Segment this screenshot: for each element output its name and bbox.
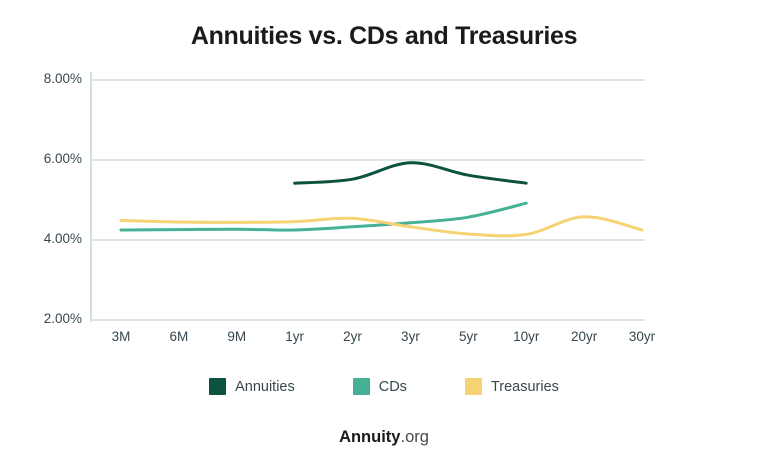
- legend-item-cds[interactable]: CDs: [352, 378, 407, 395]
- y-axis-line: [90, 72, 92, 322]
- gridline-8.00: [90, 79, 645, 81]
- x-tick-label: 2yr: [343, 329, 362, 344]
- legend-label: Annuities: [235, 378, 295, 395]
- gridline-4.00: [90, 239, 645, 241]
- x-tick-label: 10yr: [513, 329, 540, 344]
- gridline-2.00: [90, 319, 645, 321]
- legend-swatch-icon: [352, 378, 370, 395]
- chart-title: Annuities vs. CDs and Treasuries: [190, 22, 578, 50]
- y-tick-label: 6.00%: [43, 151, 82, 166]
- x-tick-label: 30yr: [628, 329, 656, 344]
- series-line-cds: [119, 201, 528, 232]
- series-line-annuities: [293, 161, 528, 185]
- brand-name: Annuity: [339, 428, 401, 446]
- legend-item-annuities[interactable]: Annuities: [209, 378, 295, 395]
- chart-legend: Annuities CDs Treasuries: [0, 378, 768, 395]
- x-tick-label: 1yr: [285, 329, 305, 344]
- y-tick-label: 8.00%: [43, 71, 82, 86]
- legend-swatch-icon: [464, 378, 482, 395]
- gridline-6.00: [90, 159, 645, 161]
- x-tick-label: 20yr: [570, 329, 598, 344]
- brand-footer: Annuity.org: [0, 428, 768, 447]
- y-tick-label: 4.00%: [43, 231, 82, 246]
- legend-item-treasuries[interactable]: Treasuries: [464, 378, 559, 395]
- y-tick-label: 2.00%: [43, 311, 82, 326]
- x-tick-label: 6M: [169, 329, 189, 344]
- x-tick-label: 5yr: [458, 329, 478, 344]
- brand-tld: .org: [400, 428, 429, 446]
- series-line-treasuries: [119, 215, 644, 238]
- x-tick-label: 9M: [227, 329, 247, 344]
- legend-swatch-icon: [209, 378, 227, 395]
- x-tick-label: 3M: [111, 329, 131, 344]
- legend-label: CDs: [378, 378, 407, 395]
- x-tick-label: 3yr: [401, 329, 420, 344]
- legend-label: Treasuries: [490, 378, 559, 395]
